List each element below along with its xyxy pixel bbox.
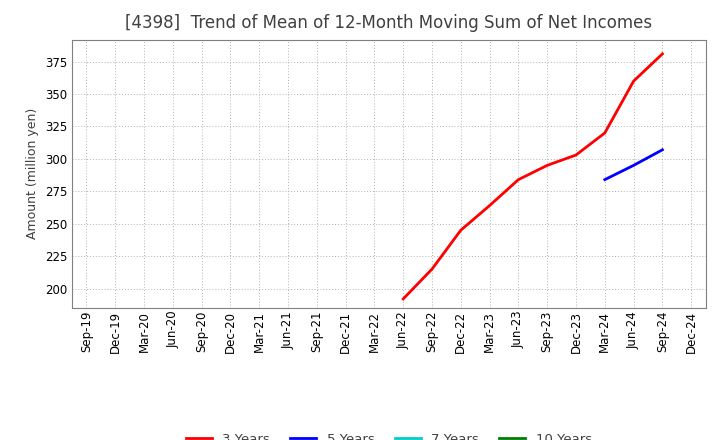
- 3 Years: [456, 227, 465, 233]
- 3 Years: [543, 163, 552, 168]
- Legend: 3 Years, 5 Years, 7 Years, 10 Years: 3 Years, 5 Years, 7 Years, 10 Years: [180, 427, 598, 440]
- 3 Years: [428, 267, 436, 272]
- Line: 3 Years: 3 Years: [403, 54, 662, 299]
- 3 Years: [572, 152, 580, 158]
- 3 Years: [600, 130, 609, 136]
- 3 Years: [658, 51, 667, 56]
- 5 Years: [600, 177, 609, 182]
- Y-axis label: Amount (million yen): Amount (million yen): [26, 108, 39, 239]
- 3 Years: [629, 78, 638, 84]
- 3 Years: [485, 203, 494, 208]
- 5 Years: [658, 147, 667, 152]
- Title: [4398]  Trend of Mean of 12-Month Moving Sum of Net Incomes: [4398] Trend of Mean of 12-Month Moving …: [125, 15, 652, 33]
- 3 Years: [514, 177, 523, 182]
- Line: 5 Years: 5 Years: [605, 150, 662, 180]
- 3 Years: [399, 296, 408, 301]
- 5 Years: [629, 163, 638, 168]
